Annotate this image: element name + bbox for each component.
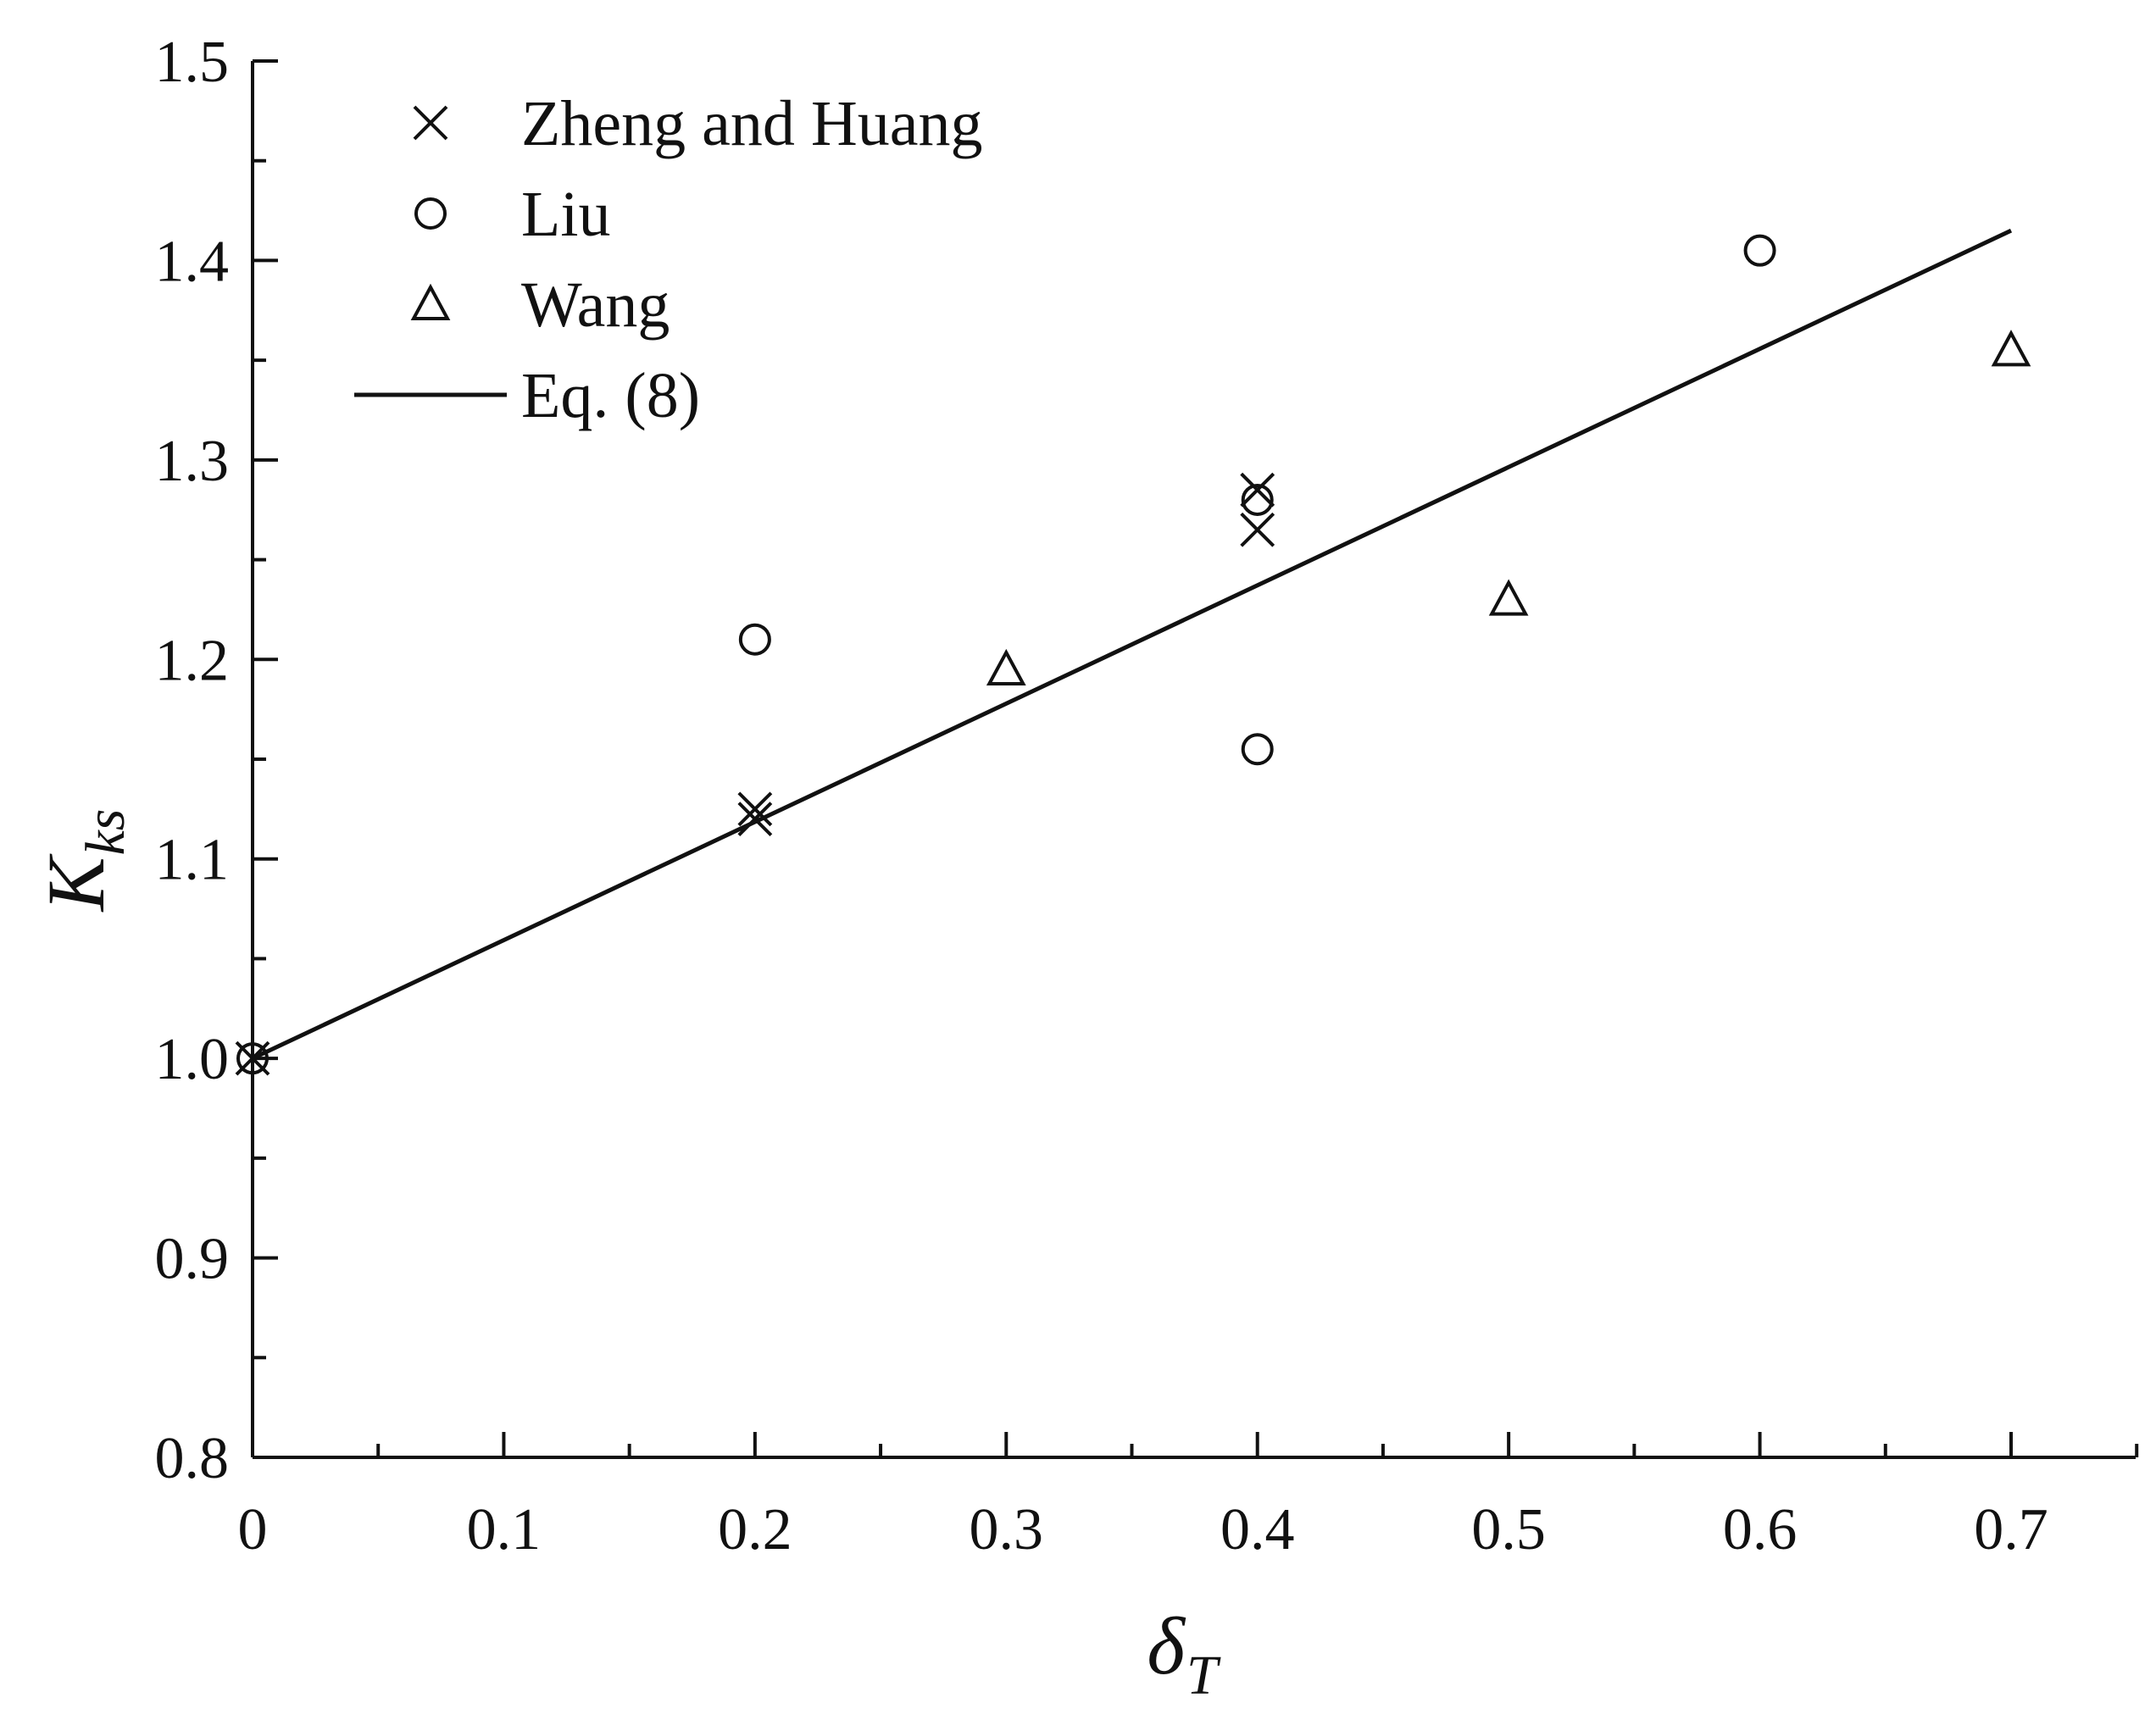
x-tick-label: 0.6 bbox=[1723, 1497, 1798, 1562]
legend-marker-zheng-and-huang-stroke bbox=[413, 105, 448, 141]
data-point-zheng-and-huang bbox=[737, 791, 773, 827]
x-tick-label: 0.1 bbox=[467, 1497, 542, 1562]
y-axis-title: Kks bbox=[31, 808, 136, 913]
legend-marker-wang bbox=[410, 283, 451, 320]
y-tick-label: 1.3 bbox=[155, 429, 230, 494]
data-point-zheng-and-huang bbox=[1240, 472, 1275, 508]
legend-marker-zheng-and-huang bbox=[413, 105, 448, 141]
chart-marks bbox=[235, 228, 2031, 1076]
legend-label-liu: Liu bbox=[521, 179, 611, 250]
x-axis-title: δT bbox=[1147, 1601, 1221, 1706]
y-tick-label: 1.0 bbox=[155, 1027, 230, 1092]
data-point-zheng-and-huang-stroke bbox=[1240, 472, 1275, 508]
x-tick-label: 0.5 bbox=[1471, 1497, 1546, 1562]
data-point-wang bbox=[1991, 330, 2031, 367]
y-tick-label: 1.4 bbox=[155, 229, 230, 294]
legend-label-eq-8: Eq. (8) bbox=[521, 360, 700, 431]
legend-label-zheng-and-huang: Zheng and Huang bbox=[521, 88, 983, 159]
data-point-liu bbox=[236, 1042, 269, 1075]
data-point-liu bbox=[1743, 234, 1776, 267]
y-tick-label: 0.8 bbox=[155, 1426, 230, 1491]
data-point-liu bbox=[738, 623, 771, 656]
y-tick-label: 1.5 bbox=[155, 30, 230, 95]
data-point-liu bbox=[1241, 483, 1274, 516]
y-tick-label: 1.2 bbox=[155, 628, 230, 693]
data-point-liu bbox=[1241, 733, 1274, 766]
x-tick-label: 0.2 bbox=[718, 1497, 792, 1562]
x-tick-label: 0.3 bbox=[970, 1497, 1044, 1562]
x-tick-label: 0.7 bbox=[1974, 1497, 2048, 1562]
data-point-zheng-and-huang bbox=[737, 802, 773, 837]
legend-marker-liu bbox=[414, 197, 447, 230]
x-tick-label: 0.4 bbox=[1220, 1497, 1295, 1562]
data-point-zheng-and-huang-stroke bbox=[737, 802, 773, 837]
y-tick-label: 0.9 bbox=[155, 1227, 230, 1292]
data-point-wang bbox=[1488, 579, 1529, 616]
y-tick-label: 1.1 bbox=[155, 828, 230, 893]
data-point-zheng-and-huang-stroke bbox=[1240, 512, 1275, 547]
series-line-eq-8 bbox=[251, 228, 2013, 1061]
x-tick-label: 0 bbox=[238, 1497, 268, 1562]
data-point-zheng-and-huang-stroke bbox=[737, 791, 773, 827]
data-point-wang bbox=[986, 648, 1026, 686]
data-point-zheng-and-huang bbox=[1240, 512, 1275, 547]
legend-label-wang: Wang bbox=[521, 269, 670, 341]
legend: Zheng and Huang Liu Wang Eq. (8) bbox=[354, 88, 983, 431]
ticks: 0 0.1 0.2 0.3 0.4 0.5 0.6 0.7 0.8 0.9 1.0 1.1 1.2 1.3… bbox=[155, 30, 2139, 1562]
